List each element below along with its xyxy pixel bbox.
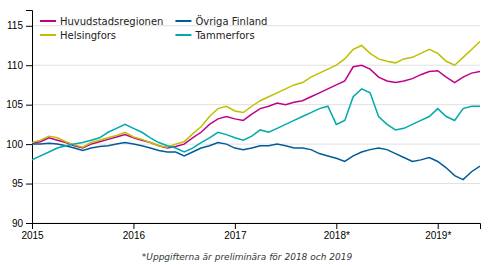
y-tick-mark — [26, 26, 32, 27]
x-tick-mark — [235, 223, 236, 229]
legend-label: Övriga Finland — [195, 15, 267, 27]
x-tick: 2019* — [425, 223, 451, 241]
x-tick: 2016 — [123, 223, 146, 241]
y-tick-label: 115 — [7, 20, 23, 31]
x-tick-mark — [336, 223, 337, 229]
y-axis: 90 95 100 105 110 115 — [6, 11, 32, 229]
x-tick-label: 2018* — [324, 230, 350, 241]
legend-item: Tammerfors — [175, 30, 254, 41]
y-tick: 95 — [12, 178, 32, 189]
y-tick-label: 105 — [6, 99, 23, 110]
legend-label: Huvudstadsregionen — [60, 16, 163, 27]
y-tick-label: 100 — [6, 139, 23, 150]
y-tick-mark — [26, 184, 32, 185]
y-tick: 90 — [12, 218, 32, 229]
x-tick-label: 2017 — [224, 230, 247, 241]
x-tick-mark — [32, 223, 33, 229]
plot-area: 90 95 100 105 110 115 2015 2016 2017 2018* 2019* Hu… — [6, 11, 480, 242]
x-axis: 2015 2016 2017 2018* 2019* — [21, 223, 480, 241]
series-line — [32, 42, 480, 148]
legend-item: Huvudstadsregionen — [40, 16, 163, 27]
x-tick-label: 2015 — [21, 230, 44, 241]
y-tick-mark — [26, 144, 32, 145]
grid-line — [32, 65, 480, 66]
grid-line — [32, 144, 480, 145]
series-line — [32, 143, 480, 180]
x-tick-mark — [133, 223, 134, 229]
x-tick-label: 2019* — [425, 230, 451, 241]
y-tick-mark — [26, 223, 32, 224]
chart-svg: 90 95 100 105 110 115 2015 2016 2017 2018* 2019* Hu… — [0, 0, 494, 265]
x-axis-line — [33, 224, 481, 230]
x-tick: 2017 — [224, 223, 247, 241]
grid — [32, 26, 480, 223]
y-tick: 105 — [6, 99, 32, 110]
x-tick: 2015 — [21, 223, 44, 241]
y-tick: 115 — [7, 20, 32, 31]
y-axis-line — [26, 11, 33, 224]
series-lines — [32, 42, 480, 180]
legend-label: Tammerfors — [194, 30, 254, 41]
series-line — [32, 65, 480, 148]
legend-label: Helsingfors — [60, 30, 116, 41]
y-tick-mark — [26, 65, 32, 66]
legend-swatch — [40, 20, 56, 22]
grid-line — [32, 183, 480, 184]
chart-container: 90 95 100 105 110 115 2015 2016 2017 2018* 2019* Hu… — [0, 0, 494, 265]
y-tick: 100 — [6, 139, 32, 150]
y-tick-label: 110 — [7, 60, 23, 71]
x-tick: 2018* — [324, 223, 350, 241]
footnote: *Uppgifterna är preliminära för 2018 och… — [142, 252, 353, 262]
legend-swatch — [40, 34, 56, 36]
legend: Huvudstadsregionen Helsingfors Övriga Finl… — [40, 15, 267, 41]
legend-swatch — [175, 34, 191, 36]
x-tick-label: 2016 — [123, 230, 146, 241]
series-line — [32, 89, 480, 160]
legend-item: Helsingfors — [40, 30, 116, 41]
y-tick-label: 95 — [12, 178, 24, 189]
legend-item: Övriga Finland — [175, 15, 267, 27]
y-tick-label: 90 — [12, 218, 24, 229]
y-tick: 110 — [7, 60, 32, 71]
y-tick-mark — [26, 105, 32, 106]
legend-swatch — [175, 20, 191, 22]
x-tick-mark — [438, 223, 439, 229]
